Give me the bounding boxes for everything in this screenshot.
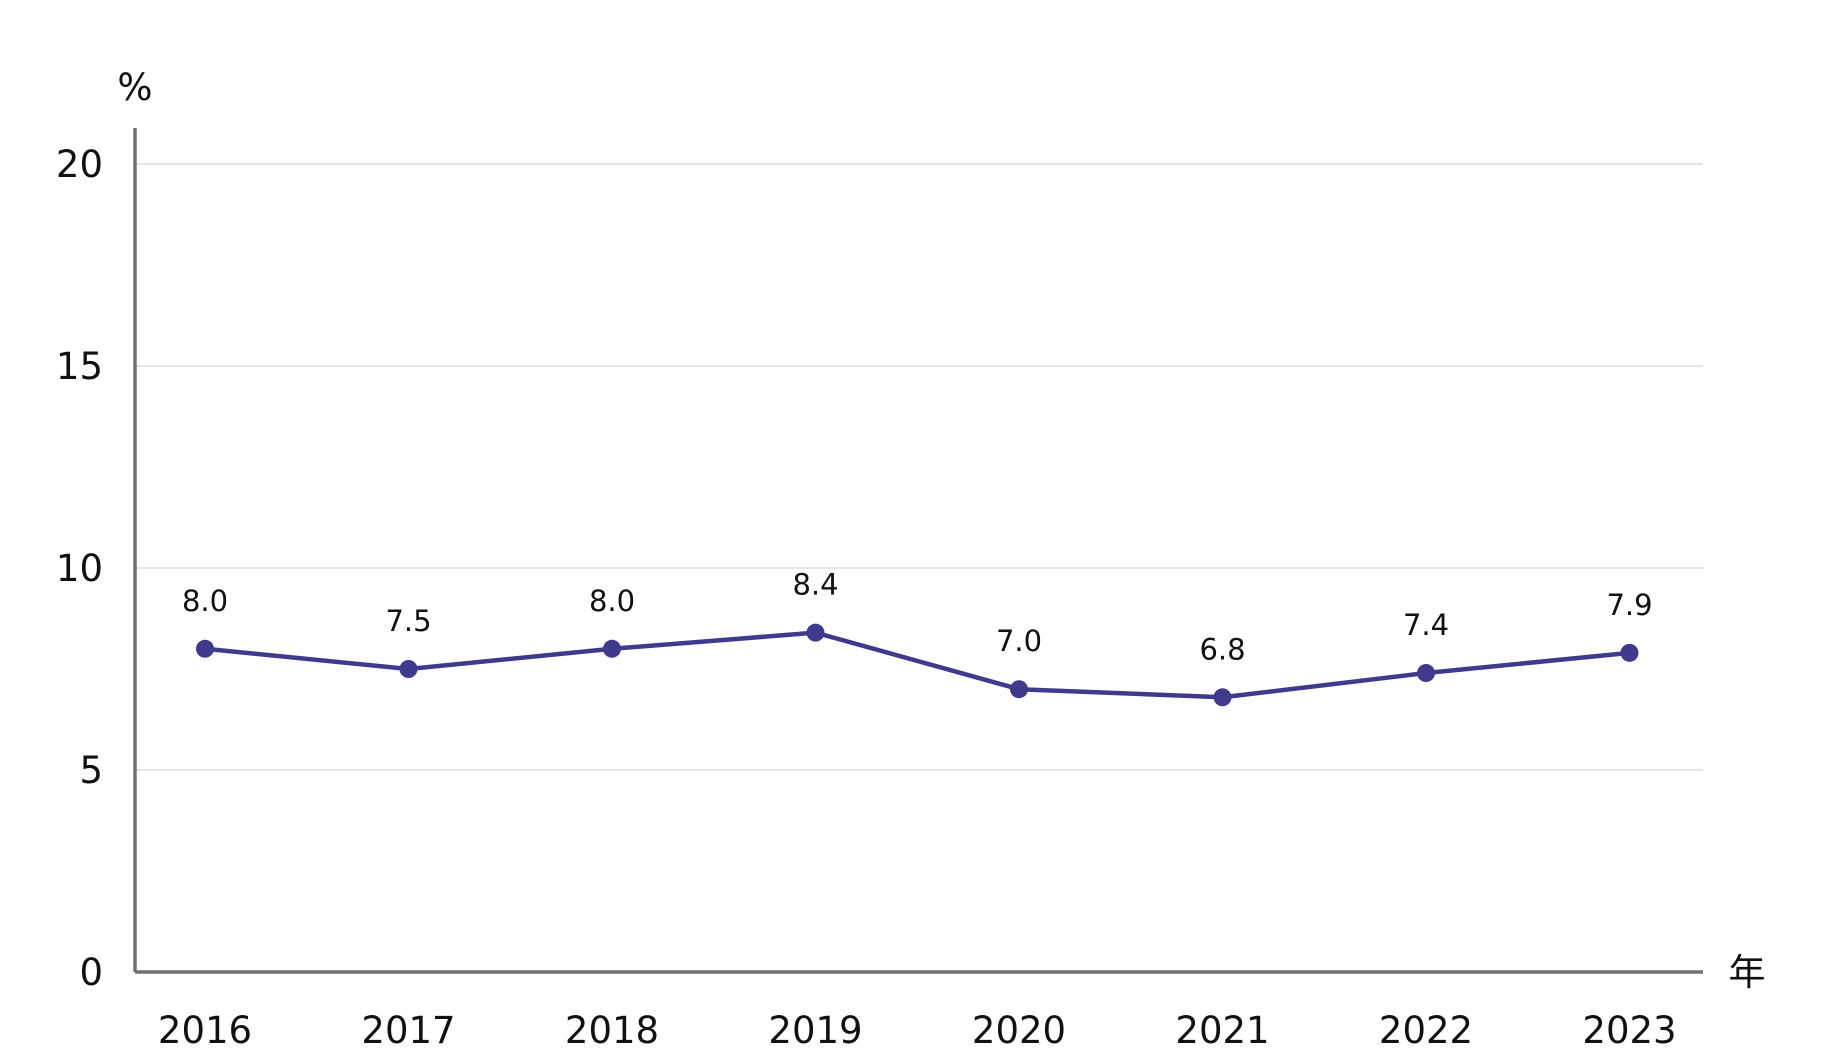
data-point	[603, 639, 621, 658]
data-label: 7.9	[1606, 588, 1652, 622]
x-tick-label: 2016	[158, 1009, 252, 1048]
y-tick-label: 15	[56, 345, 103, 388]
x-tick-label: 2021	[1175, 1009, 1269, 1048]
y-tick-label: 10	[56, 547, 103, 590]
y-tick-label: 0	[79, 951, 103, 994]
data-label: 7.4	[1403, 608, 1449, 642]
x-tick-label: 2020	[972, 1009, 1066, 1048]
x-axis-unit-label: 年	[1729, 951, 1766, 994]
x-tick-label: 2019	[768, 1009, 862, 1048]
data-point	[399, 660, 418, 678]
data-point	[1620, 643, 1639, 662]
x-tick-label: 2023	[1582, 1009, 1676, 1048]
data-label: 7.5	[385, 604, 431, 638]
data-label: 7.0	[996, 624, 1042, 658]
data-label: 8.0	[182, 584, 228, 618]
x-tick-label: 2022	[1379, 1009, 1473, 1048]
x-axis-ticks: 2016 2017 2018 2019 2020 2021 2022 2023	[158, 1009, 1677, 1048]
data-point	[1417, 664, 1435, 683]
data-point	[196, 639, 214, 658]
data-label: 8.4	[792, 568, 838, 602]
data-point	[806, 623, 825, 642]
series-group: 8.0 7.5 8.0 8.4 7.0 6.8 7.4 7.9	[182, 568, 1653, 707]
data-label: 6.8	[1199, 632, 1245, 666]
y-axis-ticks: 0 5 10 15 20	[56, 143, 103, 994]
y-tick-label: 20	[56, 143, 103, 186]
y-tick-label: 5	[79, 749, 103, 792]
data-label: 8.0	[589, 584, 635, 618]
gridlines	[135, 163, 1703, 771]
x-tick-label: 2017	[361, 1009, 455, 1048]
data-point	[1213, 688, 1232, 707]
y-axis-unit-label: %	[117, 66, 152, 109]
x-tick-label: 2018	[565, 1009, 659, 1048]
data-point	[1010, 680, 1028, 699]
series-line	[202, 630, 1632, 700]
